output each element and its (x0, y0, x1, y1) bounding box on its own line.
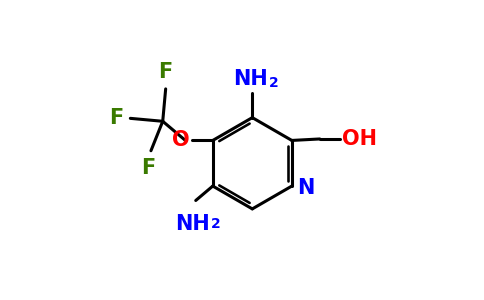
Text: 2: 2 (211, 217, 220, 231)
Text: O: O (172, 130, 189, 150)
Text: F: F (109, 108, 123, 128)
Text: 2: 2 (269, 76, 278, 90)
Text: NH: NH (233, 69, 268, 89)
Text: NH: NH (175, 214, 210, 234)
Text: F: F (141, 158, 155, 178)
Text: OH: OH (342, 129, 377, 149)
Text: F: F (159, 61, 173, 82)
Text: N: N (297, 178, 315, 197)
